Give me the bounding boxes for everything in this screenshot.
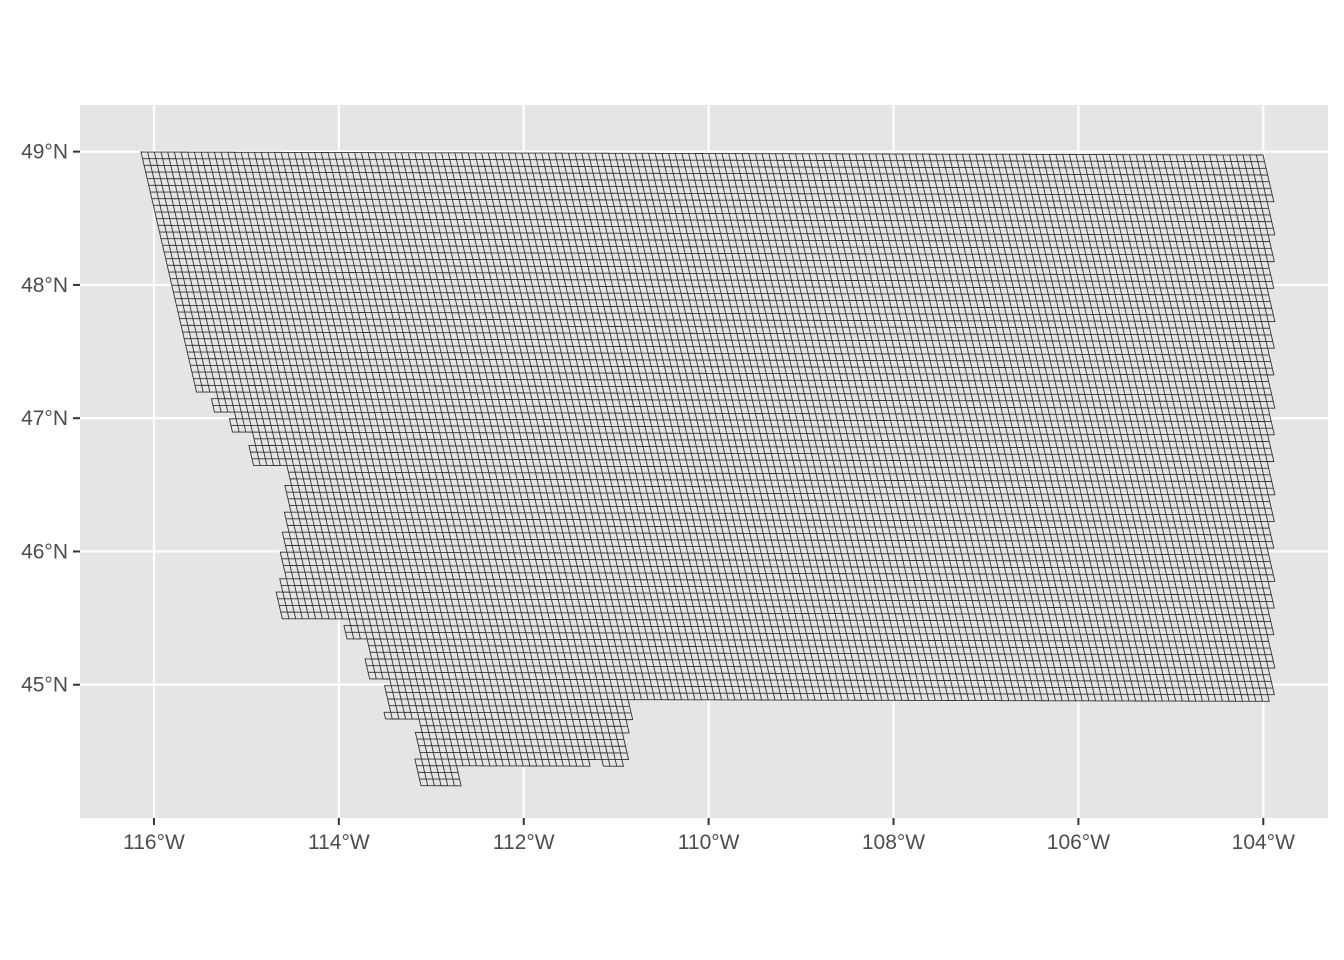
x-tick-label: 106°W: [1047, 831, 1110, 854]
y-tick-label: 46°N: [21, 540, 68, 563]
y-tick-label: 47°N: [21, 407, 68, 430]
y-tick-label: 48°N: [21, 274, 68, 297]
grid-cells: [140, 151, 1276, 787]
grid-cell-polygons: [140, 151, 1276, 787]
y-tick-label: 45°N: [21, 674, 68, 697]
x-axis: 116°W 114°W 112°W 110°W 108°W 106°W 104°W: [123, 818, 1295, 854]
x-tick-label: 104°W: [1232, 831, 1295, 854]
x-tick-label: 116°W: [123, 831, 185, 854]
y-tick-label: 49°N: [21, 141, 68, 164]
x-tick-label: 110°W: [678, 831, 740, 854]
x-tick-label: 108°W: [862, 831, 925, 854]
x-tick-label: 112°W: [493, 831, 555, 854]
x-tick-label: 114°W: [308, 831, 370, 854]
y-axis: 49°N 48°N 47°N 46°N 45°N: [21, 141, 80, 697]
